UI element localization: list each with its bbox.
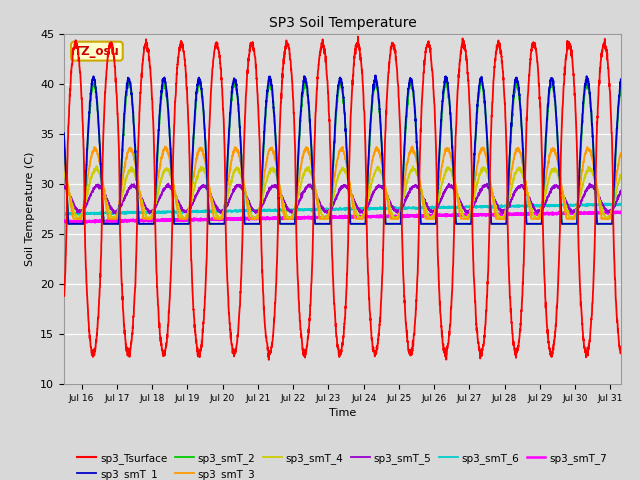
sp3_smT_7 (617, 210, 625, 216)
sp3_smT_1 (372, 72, 380, 78)
Line: sp3_smT_2: sp3_smT_2 (64, 80, 621, 224)
sp3_smT_3 (547, 151, 554, 156)
Y-axis label: Soil Temperature (C): Soil Temperature (C) (24, 152, 35, 266)
sp3_smT_4 (617, 172, 625, 178)
sp3_smT_7 (274, 216, 282, 221)
sp3_smT_4 (157, 177, 164, 182)
Line: sp3_smT_3: sp3_smT_3 (64, 146, 621, 219)
sp3_smT_6 (60, 211, 68, 217)
sp3_smT_3 (157, 159, 164, 165)
Title: SP3 Soil Temperature: SP3 Soil Temperature (269, 16, 416, 30)
sp3_smT_4 (60, 171, 68, 177)
sp3_smT_7 (124, 218, 132, 224)
sp3_smT_6 (617, 202, 625, 207)
sp3_smT_4 (547, 170, 554, 176)
sp3_Tsurface (606, 95, 614, 101)
sp3_Tsurface (617, 349, 625, 355)
X-axis label: Time: Time (329, 408, 356, 418)
sp3_smT_7 (60, 219, 68, 225)
Line: sp3_Tsurface: sp3_Tsurface (64, 36, 621, 360)
sp3_smT_1 (60, 130, 68, 136)
sp3_smT_7 (546, 211, 554, 216)
Text: TZ_osu: TZ_osu (74, 45, 120, 58)
sp3_smT_6 (157, 210, 164, 216)
Line: sp3_smT_7: sp3_smT_7 (64, 212, 621, 223)
sp3_smT_2 (60, 134, 68, 140)
sp3_smT_6 (606, 202, 614, 207)
sp3_smT_4 (298, 175, 306, 181)
sp3_smT_3 (298, 158, 306, 164)
sp3_smT_1 (65, 221, 72, 227)
sp3_smT_5 (606, 208, 614, 214)
sp3_smT_4 (124, 170, 132, 176)
sp3_smT_6 (274, 208, 282, 214)
sp3_smT_2 (157, 103, 164, 108)
sp3_smT_6 (124, 211, 132, 216)
sp3_smT_4 (606, 214, 614, 219)
sp3_Tsurface (298, 336, 306, 342)
sp3_smT_2 (606, 221, 614, 227)
sp3_smT_3 (60, 157, 68, 163)
sp3_smT_1 (606, 221, 614, 227)
Line: sp3_smT_1: sp3_smT_1 (64, 75, 621, 224)
sp3_smT_4 (74, 216, 81, 222)
sp3_smT_5 (60, 184, 68, 190)
sp3_smT_5 (274, 185, 282, 191)
Line: sp3_smT_4: sp3_smT_4 (64, 167, 621, 219)
sp3_smT_5 (298, 193, 306, 199)
sp3_Tsurface (157, 338, 164, 344)
sp3_smT_5 (157, 192, 164, 198)
sp3_smT_2 (65, 221, 72, 227)
sp3_Tsurface (547, 352, 554, 358)
sp3_smT_1 (547, 77, 554, 83)
sp3_smT_7 (298, 215, 306, 220)
sp3_smT_1 (298, 91, 306, 97)
sp3_smT_6 (62, 212, 70, 218)
sp3_Tsurface (265, 357, 273, 363)
sp3_smT_1 (617, 76, 625, 82)
sp3_smT_6 (601, 200, 609, 206)
Line: sp3_smT_5: sp3_smT_5 (64, 184, 621, 214)
sp3_smT_3 (274, 171, 282, 177)
sp3_smT_5 (124, 188, 131, 193)
sp3_smT_2 (298, 97, 306, 103)
sp3_Tsurface (355, 34, 362, 39)
sp3_Tsurface (60, 293, 68, 299)
sp3_Tsurface (124, 352, 131, 358)
sp3_smT_3 (617, 150, 625, 156)
sp3_smT_1 (274, 180, 282, 186)
sp3_smT_3 (124, 150, 132, 156)
sp3_smT_7 (64, 220, 72, 226)
sp3_smT_3 (408, 144, 415, 149)
sp3_smT_1 (124, 77, 132, 83)
sp3_smT_2 (124, 82, 132, 88)
sp3_smT_1 (157, 94, 164, 100)
sp3_smT_7 (602, 209, 610, 215)
sp3_smT_7 (606, 210, 614, 216)
Legend: sp3_Tsurface, sp3_smT_1, sp3_smT_2, sp3_smT_3, sp3_smT_4, sp3_smT_5, sp3_smT_6, : sp3_Tsurface, sp3_smT_1, sp3_smT_2, sp3_… (73, 449, 612, 480)
sp3_smT_2 (160, 77, 168, 83)
sp3_smT_2 (274, 179, 282, 185)
sp3_smT_2 (617, 85, 625, 91)
sp3_smT_6 (546, 204, 554, 209)
sp3_smT_4 (274, 179, 282, 184)
sp3_smT_5 (146, 211, 154, 216)
sp3_smT_5 (546, 190, 554, 195)
sp3_smT_5 (586, 181, 593, 187)
sp3_smT_3 (70, 216, 77, 222)
Line: sp3_smT_6: sp3_smT_6 (64, 203, 621, 215)
sp3_smT_3 (606, 215, 614, 221)
sp3_Tsurface (274, 235, 282, 241)
sp3_smT_6 (298, 206, 306, 212)
sp3_smT_7 (157, 217, 164, 223)
sp3_smT_4 (93, 164, 101, 169)
sp3_smT_2 (547, 84, 554, 90)
sp3_smT_5 (617, 188, 625, 193)
